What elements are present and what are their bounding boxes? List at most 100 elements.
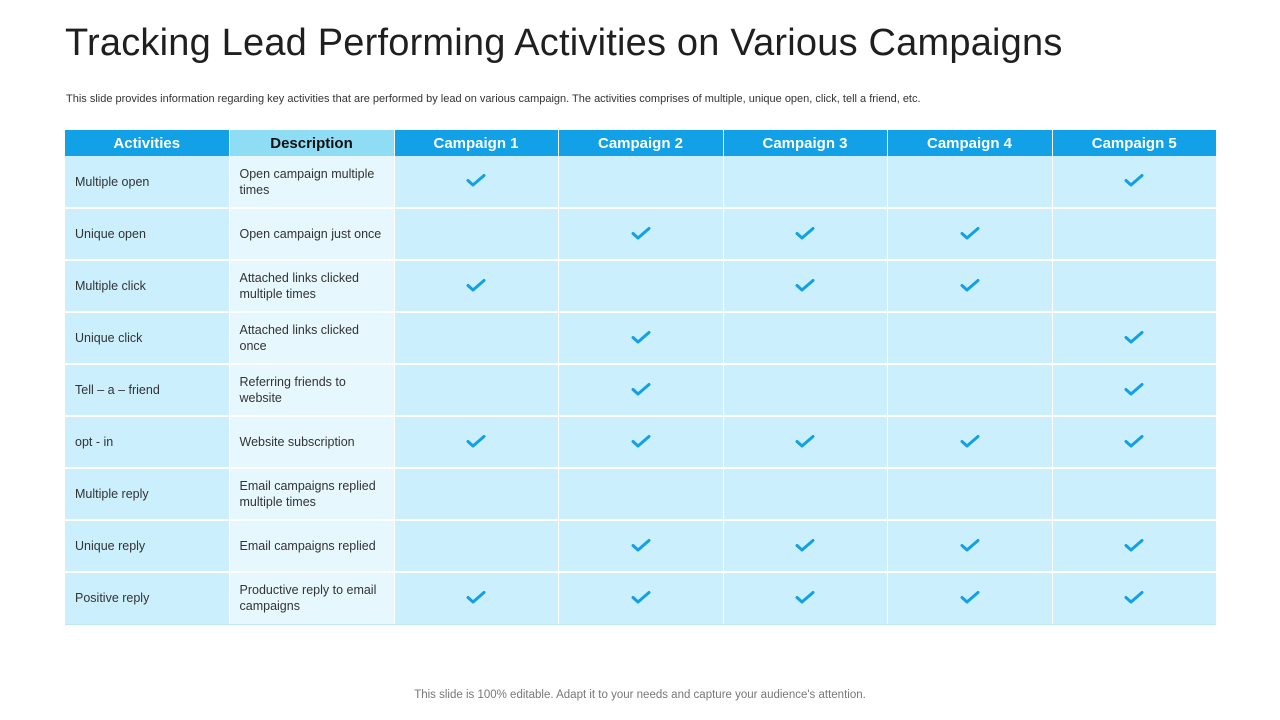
activity-cell: Multiple open <box>65 156 230 209</box>
table-row: Multiple reply Email campaigns replied mu… <box>65 468 1216 521</box>
table-row: Tell – a – friend Referring friends to we… <box>65 364 1216 417</box>
slide-title: Tracking Lead Performing Activities on V… <box>65 22 1063 64</box>
checkmark-icon <box>466 434 486 448</box>
header-campaign-5: Campaign 5 <box>1052 130 1216 156</box>
table-row: opt - in Website subscription <box>65 416 1216 469</box>
campaign-4-cell <box>887 208 1053 261</box>
checkmark-icon <box>960 434 980 448</box>
table-row: Unique click Attached links clicked once <box>65 312 1216 365</box>
campaign-4-cell <box>887 572 1053 625</box>
campaign-3-cell <box>723 416 888 469</box>
campaign-1-cell <box>394 520 559 573</box>
activity-cell: Tell – a – friend <box>65 364 230 417</box>
header-campaign-1: Campaign 1 <box>394 130 559 156</box>
campaign-1-cell <box>394 364 559 417</box>
table-row: Unique open Open campaign just once <box>65 208 1216 261</box>
campaign-1-cell <box>394 156 559 209</box>
campaign-3-cell <box>723 468 888 521</box>
description-cell: Attached links clicked multiple times <box>229 260 395 313</box>
campaign-3-cell <box>723 520 888 573</box>
activity-cell: Multiple reply <box>65 468 230 521</box>
activity-cell: Positive reply <box>65 572 230 625</box>
campaign-3-cell <box>723 312 888 365</box>
description-cell: Attached links clicked once <box>229 312 395 365</box>
campaign-2-cell <box>558 416 724 469</box>
header-campaign-2: Campaign 2 <box>558 130 724 156</box>
campaign-3-cell <box>723 208 888 261</box>
campaign-2-cell <box>558 364 724 417</box>
description-cell: Email campaigns replied multiple times <box>229 468 395 521</box>
checkmark-icon <box>960 538 980 552</box>
checkmark-icon <box>466 173 486 187</box>
checkmark-icon <box>960 590 980 604</box>
description-cell: Website subscription <box>229 416 395 469</box>
campaign-5-cell <box>1052 208 1216 261</box>
campaign-2-cell <box>558 520 724 573</box>
campaign-4-cell <box>887 364 1053 417</box>
campaign-1-cell <box>394 260 559 313</box>
campaign-2-cell <box>558 572 724 625</box>
campaign-2-cell <box>558 468 724 521</box>
header-campaign-3: Campaign 3 <box>723 130 888 156</box>
campaign-2-cell <box>558 208 724 261</box>
campaign-1-cell <box>394 208 559 261</box>
checkmark-icon <box>795 278 815 292</box>
campaign-5-cell <box>1052 156 1216 209</box>
campaign-2-cell <box>558 156 724 209</box>
checkmark-icon <box>1124 173 1144 187</box>
checkmark-icon <box>795 538 815 552</box>
campaign-5-cell <box>1052 312 1216 365</box>
campaign-1-cell <box>394 572 559 625</box>
checkmark-icon <box>631 538 651 552</box>
campaign-5-cell <box>1052 572 1216 625</box>
activity-cell: opt - in <box>65 416 230 469</box>
checkmark-icon <box>1124 382 1144 396</box>
campaign-4-cell <box>887 416 1053 469</box>
activity-cell: Unique open <box>65 208 230 261</box>
activity-cell: Unique reply <box>65 520 230 573</box>
checkmark-icon <box>466 278 486 292</box>
campaign-5-cell <box>1052 260 1216 313</box>
header-description: Description <box>229 130 395 156</box>
checkmark-icon <box>1124 590 1144 604</box>
header-activities: Activities <box>65 130 230 156</box>
campaign-3-cell <box>723 572 888 625</box>
campaign-1-cell <box>394 468 559 521</box>
description-cell: Open campaign just once <box>229 208 395 261</box>
checkmark-icon <box>1124 330 1144 344</box>
table-header-row: Activities Description Campaign 1 Campai… <box>65 130 1216 156</box>
description-cell: Email campaigns replied <box>229 520 395 573</box>
campaign-4-cell <box>887 468 1053 521</box>
checkmark-icon <box>631 226 651 240</box>
table-row: Unique reply Email campaigns replied <box>65 520 1216 573</box>
activity-cell: Multiple click <box>65 260 230 313</box>
table-row: Multiple click Attached links clicked mul… <box>65 260 1216 313</box>
header-campaign-4: Campaign 4 <box>887 130 1053 156</box>
campaign-5-cell <box>1052 468 1216 521</box>
checkmark-icon <box>795 590 815 604</box>
campaign-1-cell <box>394 416 559 469</box>
table-row: Multiple open Open campaign multiple time… <box>65 156 1216 209</box>
checkmark-icon <box>1124 538 1144 552</box>
campaign-4-cell <box>887 260 1053 313</box>
description-cell: Referring friends to website <box>229 364 395 417</box>
campaign-4-cell <box>887 312 1053 365</box>
checkmark-icon <box>960 226 980 240</box>
campaign-3-cell <box>723 156 888 209</box>
campaign-4-cell <box>887 156 1053 209</box>
activity-cell: Unique click <box>65 312 230 365</box>
checkmark-icon <box>466 590 486 604</box>
checkmark-icon <box>960 278 980 292</box>
activities-table: Activities Description Campaign 1 Campai… <box>65 130 1216 625</box>
checkmark-icon <box>1124 434 1144 448</box>
checkmark-icon <box>631 590 651 604</box>
checkmark-icon <box>631 330 651 344</box>
checkmark-icon <box>631 434 651 448</box>
description-cell: Productive reply to email campaigns <box>229 572 395 625</box>
table-row: Positive reply Productive reply to email … <box>65 572 1216 625</box>
campaign-3-cell <box>723 260 888 313</box>
slide-subtitle: This slide provides information regardin… <box>66 93 921 105</box>
campaign-2-cell <box>558 260 724 313</box>
campaign-5-cell <box>1052 520 1216 573</box>
campaign-2-cell <box>558 312 724 365</box>
